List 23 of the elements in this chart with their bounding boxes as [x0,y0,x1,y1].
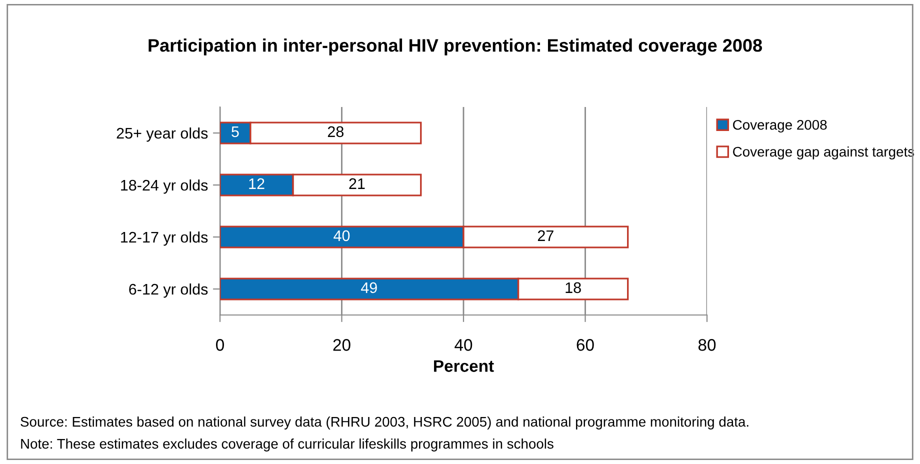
text: Note: These estimates excludes coverage of curricular lifeskills programmes in schools [21,438,554,452]
x-tick-label: 20 [333,339,350,351]
legend-label: Coverage gap against targets [733,146,914,160]
chart-title: Participation in inter-personal HIV prevention: Estimated coverage 2008 [148,38,762,56]
data-label: 12 [249,178,264,189]
x-tick-label: 0 [216,339,224,351]
data-label: 49 [361,282,377,294]
data-label: 21 [349,178,365,189]
legend-label: Coverage 2008 [733,120,827,133]
source-note: Source: Estimates based on national survey data (RHRU 2003, HSRC 2005) and national programme monitoring data. [20,416,748,430]
data-label: 5 [232,126,239,138]
data-label: 27 [538,230,554,241]
y-tick-label: 25+ year olds [116,127,208,142]
data-label: 28 [328,126,344,138]
x-tick-label: 40 [454,339,472,351]
y-tick-label: 12-17 yr olds [121,231,208,246]
x-tick-label: 80 [698,339,716,351]
data-label: 18 [566,282,581,294]
y-tick-label: 6-12 yr olds [129,283,208,298]
x-axis-title: Percent [434,360,494,372]
data-label: 40 [334,230,350,242]
x-tick-label: 60 [576,339,594,351]
y-tick-label: 18-24 yr olds [121,179,208,194]
